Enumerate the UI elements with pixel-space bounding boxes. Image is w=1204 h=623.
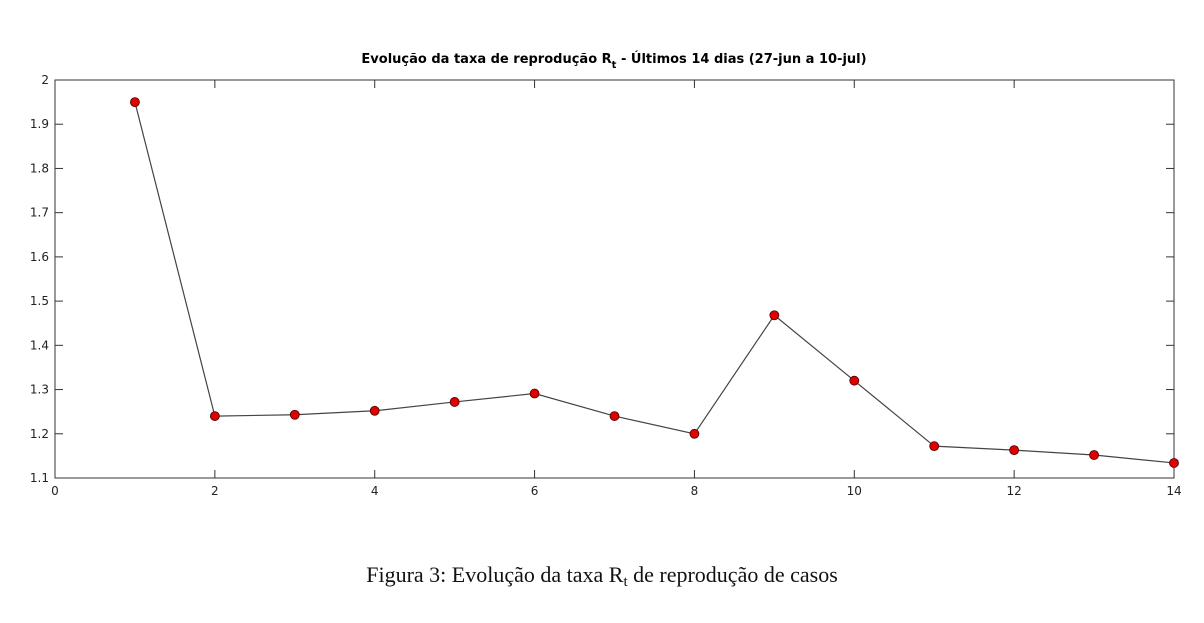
data-point xyxy=(689,428,700,439)
data-point xyxy=(1169,458,1179,468)
y-tick-label: 2 xyxy=(41,73,49,87)
y-tick-label: 1.9 xyxy=(30,117,49,131)
y-tick-label: 1.1 xyxy=(30,471,49,485)
x-tick-label: 4 xyxy=(371,484,379,498)
data-point xyxy=(289,409,300,420)
chart-title: Evolução da taxa de reprodução Rt - Últi… xyxy=(361,51,866,71)
title-text: - Últimos 14 dias (27-jun a 10-jul) xyxy=(616,51,866,67)
data-point xyxy=(769,310,780,321)
y-tick-label: 1.3 xyxy=(30,383,49,397)
y-tick-label: 1.5 xyxy=(30,294,49,308)
x-tick-label: 10 xyxy=(847,484,862,498)
x-tick-label: 8 xyxy=(691,484,699,498)
caption-text: Figura 3: Evolução da taxa R xyxy=(366,562,624,587)
series-line xyxy=(134,101,1175,464)
data-point xyxy=(849,375,860,386)
x-tick-label: 14 xyxy=(1166,484,1181,498)
data-point xyxy=(529,388,540,399)
data-point xyxy=(1009,445,1020,456)
data-point xyxy=(1089,450,1099,460)
data-point xyxy=(929,441,940,452)
data-point xyxy=(209,411,220,421)
y-tick-label: 1.4 xyxy=(30,338,49,352)
x-tick-label: 12 xyxy=(1007,484,1022,498)
figure-caption: Figura 3: Evolução da taxa Rt de reprodu… xyxy=(366,562,838,590)
x-tick-label: 6 xyxy=(531,484,539,498)
x-tick-label: 2 xyxy=(211,484,219,498)
y-tick-label: 1.6 xyxy=(30,250,49,264)
x-tick-label: 0 xyxy=(51,484,59,498)
title-subscript: t xyxy=(612,60,617,71)
data-point xyxy=(449,397,460,407)
caption-text: de reprodução de casos xyxy=(628,562,838,587)
y-tick-label: 1.7 xyxy=(30,206,49,220)
data-point xyxy=(130,97,140,108)
caption-subscript: t xyxy=(623,574,628,590)
data-point xyxy=(609,411,620,421)
data-point xyxy=(369,405,380,416)
y-tick-label: 1.2 xyxy=(30,427,49,441)
title-text: Evolução da taxa de reprodução R xyxy=(361,52,611,67)
y-tick-label: 1.8 xyxy=(30,161,49,175)
